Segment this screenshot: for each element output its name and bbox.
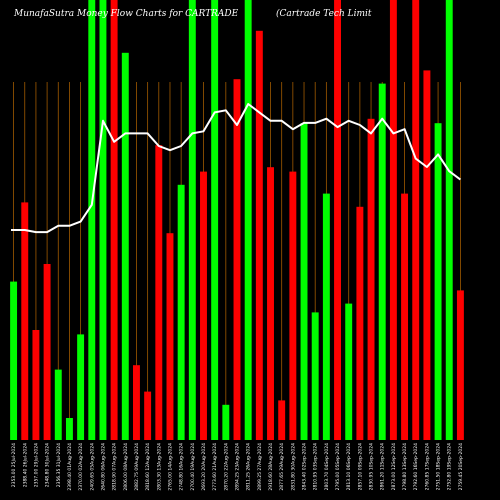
bar-up [77, 334, 85, 440]
bar-up [188, 0, 196, 440]
bar-down [233, 79, 241, 440]
bar-down [155, 145, 163, 440]
x-tick-label: 2918.60 28Aug-2024 [268, 443, 274, 491]
x-tick-label: 2751.50 18Sep-2024 [436, 443, 442, 490]
bar-up [322, 193, 330, 440]
x-tick-label: 2388.40 26Jul-2024 [22, 443, 28, 487]
x-tick-label: 2748.80 16Aug-2024 [179, 443, 185, 491]
bar-up [311, 312, 319, 440]
bar-up [378, 83, 386, 440]
x-tick-label: 2409.65 05Aug-2024 [89, 443, 95, 491]
x-tick-label: 2806.00 08Aug-2024 [123, 443, 129, 491]
line-group [11, 103, 461, 234]
x-tick-label: 2693.20 20Aug-2024 [201, 443, 207, 491]
bar-down [278, 400, 286, 440]
bar-up [54, 369, 62, 440]
bar-down [267, 167, 274, 440]
x-tick-label: 2813.10 06Sep-2024 [346, 443, 352, 490]
x-tick-label: 2831.80 30Aug-2024 [290, 443, 296, 491]
x-tick-label: 2398.40 01Aug-2024 [67, 443, 73, 491]
money-flow-line [11, 103, 461, 234]
bar-up [445, 0, 453, 440]
x-tick-label: 2861.20 11Sep-2024 [380, 443, 386, 490]
x-tick-label: 2830.95 10Sep-2024 [369, 443, 375, 490]
bar-down [389, 0, 397, 440]
bar-down [289, 171, 297, 440]
bar-up [244, 0, 252, 440]
x-tick-label: 2798.80 13Sep-2024 [402, 443, 408, 490]
bar-down [367, 118, 375, 441]
bar-down [255, 30, 263, 441]
x-tick-label: 2353.00 25Jul-2024 [11, 443, 17, 487]
x-tick-label: 2899.25 27Aug-2024 [257, 443, 263, 491]
x-tick-label: 2882.75 09Aug-2024 [134, 443, 140, 491]
x-tick-label: 2811.25 26Aug-2024 [246, 443, 252, 491]
x-tick-label: 2894.25 23Aug-2024 [235, 443, 241, 491]
x-tick-label: 2803.70 04Sep-2024 [324, 443, 330, 490]
x-tick-label: 2640.80 06Aug-2024 [100, 443, 106, 491]
x-tick-label: 2348.80 30Jul-2024 [45, 443, 51, 487]
bar-up [10, 281, 18, 440]
bar-down [200, 171, 207, 440]
bar-down [334, 0, 341, 440]
x-tick-label: 2843.40 02Sep-2024 [302, 443, 308, 490]
bar-down [32, 330, 40, 440]
x-tick-label: 2870.20 22Aug-2024 [223, 443, 229, 491]
tick-labels-group: 2353.00 25Jul-2024 2388.40 26Jul-2024 2357… [11, 443, 464, 491]
x-tick-label: 2773.60 21Aug-2024 [212, 443, 218, 491]
x-tick-label: 2803.30 13Aug-2024 [156, 443, 162, 491]
bar-up [434, 123, 442, 440]
x-tick-label: 2873.00 12Sep-2024 [391, 443, 397, 490]
x-tick-label: 2877.65 29Aug-2024 [279, 443, 285, 491]
chart-title: MunafaSutra Money Flow Charts for CARTRA… [13, 9, 239, 19]
bar-down [144, 391, 152, 440]
bar-down [110, 0, 118, 440]
bar-up [88, 0, 96, 440]
bar-up [345, 303, 353, 440]
x-tick-label: 2792.60 16Sep-2024 [413, 443, 419, 490]
x-tick-label: 2356.35 31Jul-2024 [56, 443, 62, 487]
x-tick-label: 2795.00 05Sep-2024 [335, 443, 341, 490]
bar-down [133, 365, 140, 440]
bars-group [10, 0, 464, 441]
x-tick-label: 2370.00 02Aug-2024 [78, 443, 84, 491]
x-tick-label: 2765.00 14Aug-2024 [167, 443, 173, 491]
bar-up [65, 418, 73, 440]
bar-down [43, 264, 51, 440]
bar-down [456, 290, 464, 440]
bar-down [401, 193, 409, 440]
x-tick-label: 2810.95 03Sep-2024 [313, 443, 319, 490]
x-tick-label: 2818.60 12Aug-2024 [145, 443, 151, 491]
x-tick-label: 2700.40 19Aug-2024 [190, 443, 196, 491]
x-tick-label: 2752.80 19Sep-2024 [447, 443, 453, 490]
bar-down [412, 0, 420, 440]
bar-down [21, 202, 29, 440]
chart-subtitle: (Cartrade Tech Limit [276, 8, 372, 19]
bar-up [99, 0, 107, 440]
x-tick-label: 2357.00 29Jul-2024 [33, 443, 39, 487]
x-tick-label: 2818.90 07Aug-2024 [112, 443, 118, 491]
bar-up [300, 123, 308, 440]
bar-up [177, 184, 185, 440]
bar-down [166, 233, 174, 440]
bar-down [356, 206, 364, 440]
x-tick-label: 2760.85 17Sep-2024 [424, 443, 430, 490]
bar-up [211, 0, 219, 440]
x-tick-label: 2857.10 09Sep-2024 [357, 443, 363, 490]
bar-down [423, 70, 431, 441]
bar-up [222, 404, 230, 440]
x-tick-label: 2759.45 20Sep-2024 [458, 443, 464, 490]
bar-up [121, 52, 129, 441]
